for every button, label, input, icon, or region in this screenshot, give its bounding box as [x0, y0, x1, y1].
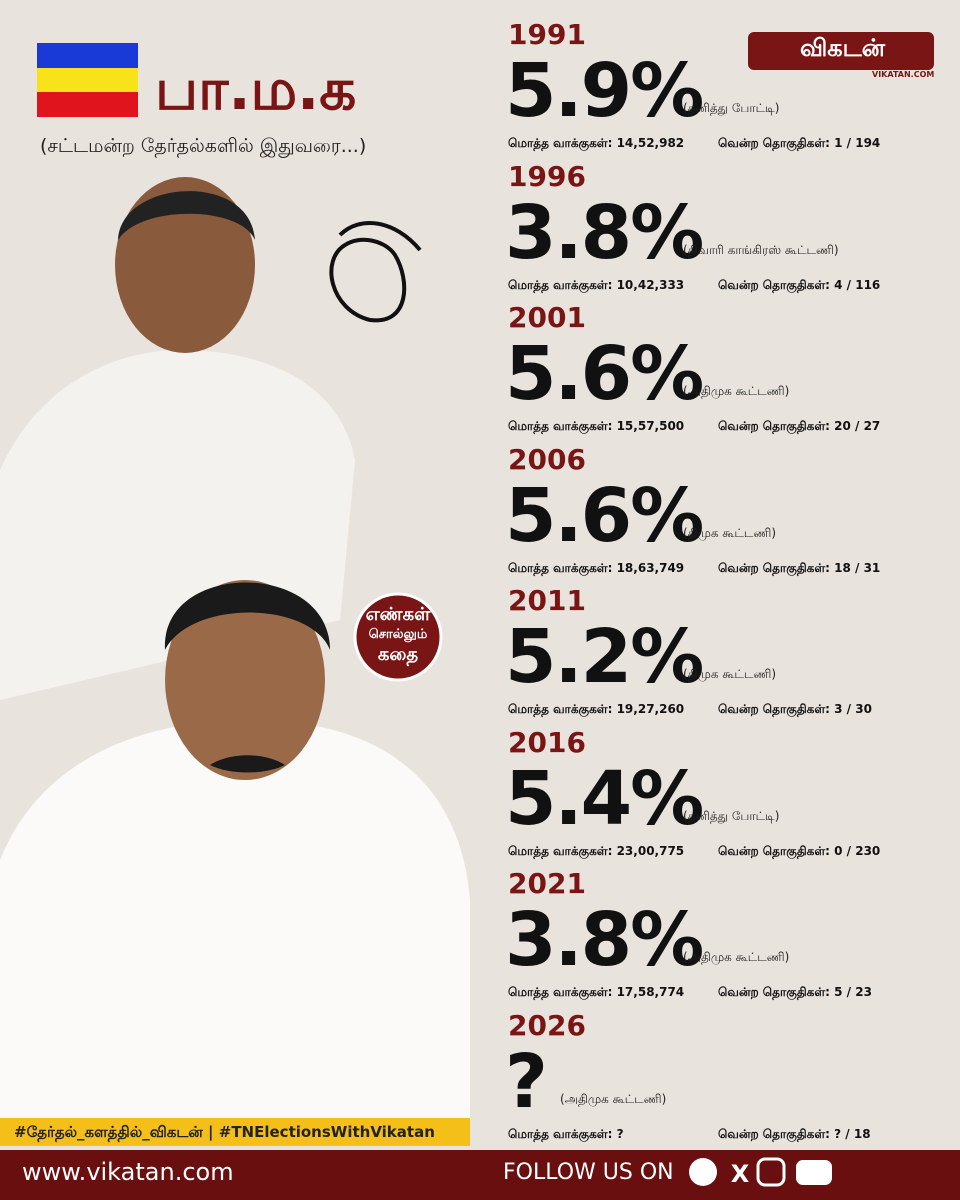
title: பா.ம.க: [155, 55, 357, 123]
seats-won: வென்ற தொகுதிகள்: 5 / 23: [718, 985, 872, 999]
vote-share: 5.4%: [505, 755, 704, 842]
footer-follow: FOLLOW US ON: [503, 1160, 674, 1185]
year: 1991: [508, 18, 586, 51]
total-votes: மொத்த வாக்குகள்: 15,57,500: [508, 419, 685, 433]
hashtag: #தேர்தல்_களத்தில்_விகடன் | #TNElectionsW…: [14, 1123, 435, 1141]
seats-won: வென்ற தொகுதிகள்: ? / 18: [718, 1126, 871, 1141]
year: 2011: [508, 584, 586, 617]
flag-yellow: [37, 68, 138, 92]
seats-won: வென்ற தொகுதிகள்: 3 / 30: [718, 702, 872, 716]
badge-line: எண்கள்: [365, 604, 431, 625]
logo-box: [748, 32, 934, 70]
badge-circle: [353, 592, 443, 682]
flag-red: [37, 92, 138, 117]
total-votes: மொத்த வாக்குகள்: 23,00,775: [508, 843, 685, 858]
seats-won: வென்ற தொகுதிகள்: 1 / 194: [718, 136, 881, 150]
total-votes: மொத்த வாக்குகள்: 19,27,260: [508, 702, 685, 716]
vote-share: 5.6%: [505, 472, 704, 559]
hashtag-bar: [0, 1118, 470, 1146]
logo-name: விகடன்: [800, 34, 886, 62]
total-votes: மொத்த வாக்குகள்: 17,58,774: [508, 985, 685, 999]
alliance: (திமுக கூட்டணி): [683, 525, 776, 540]
vote-share: 3.8%: [505, 897, 704, 983]
total-votes: மொத்த வாக்குகள்: 10,42,333: [508, 277, 685, 292]
seats-won: வென்ற தொகுதிகள்: 0 / 230: [718, 843, 881, 858]
alliance: (அதிமுக கூட்டணி): [560, 1091, 667, 1106]
flag-blue: [37, 43, 138, 68]
social-icons: X: [689, 1157, 832, 1188]
logo-site: VIKATAN.COM: [872, 70, 935, 79]
alliance: (அதிமுக கூட்டணி): [683, 950, 790, 964]
vote-share: ?: [505, 1038, 548, 1125]
badge: எண்கள் சொல்லும் கதை: [360, 605, 436, 665]
vote-share: 5.9%: [505, 48, 704, 134]
alliance: (அதிமுக கூட்டணி): [683, 384, 790, 398]
footer-site: www.vikatan.com: [22, 1158, 234, 1186]
alliance: (தனித்து போட்டி): [683, 101, 780, 115]
alliance: (தனித்து போட்டி): [683, 808, 780, 823]
subtitle: (சட்டமன்ற தேர்தல்களில் இதுவரை...): [40, 135, 367, 157]
total-votes: மொத்த வாக்குகள்: 14,52,982: [508, 136, 685, 150]
svg-text:X: X: [731, 1160, 750, 1188]
total-votes: மொத்த வாக்குகள்: ?: [508, 1126, 624, 1141]
total-votes: மொத்த வாக்குகள்: 18,63,749: [508, 560, 685, 575]
year: 2006: [508, 442, 586, 476]
vote-share: 3.8%: [505, 189, 704, 276]
person-2: [0, 580, 470, 1118]
year: 2016: [508, 725, 586, 759]
alliance: (திமுக கூட்டணி): [683, 667, 776, 681]
badge-line: சொல்லும்: [368, 627, 428, 642]
badge-line: கதை: [377, 644, 419, 665]
year: 2001: [508, 301, 586, 334]
vote-share: 5.2%: [505, 614, 704, 700]
alliance: (திவாரி காங்கிரஸ் கூட்டணி): [683, 242, 839, 257]
seats-won: வென்ற தொகுதிகள்: 20 / 27: [718, 419, 881, 433]
year: 1996: [508, 159, 586, 193]
vote-share: 5.6%: [505, 331, 704, 417]
year: 2021: [508, 867, 586, 900]
year: 2026: [508, 1008, 586, 1042]
seats-won: வென்ற தொகுதிகள்: 4 / 116: [718, 277, 881, 292]
mango-symbol: [329, 221, 422, 323]
seats-won: வென்ற தொகுதிகள்: 18 / 31: [718, 560, 881, 575]
